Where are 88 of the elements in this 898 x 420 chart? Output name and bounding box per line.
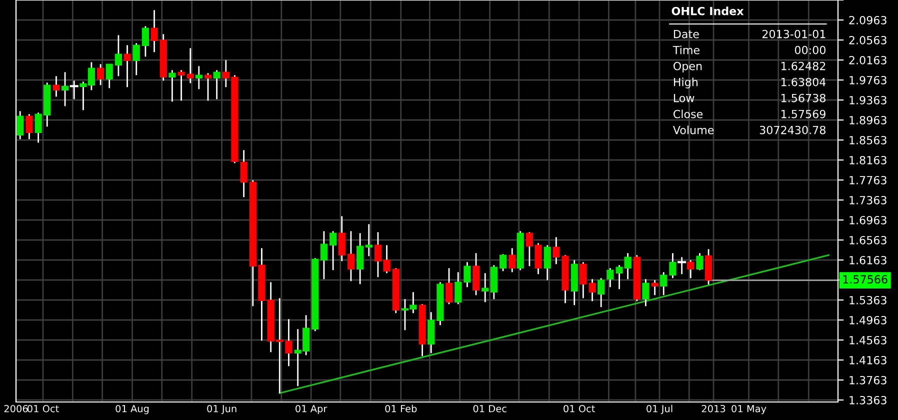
annotation: Open <box>674 62 702 72</box>
x-tick-label: 01 Jul <box>646 404 672 414</box>
candlestick <box>464 261 471 288</box>
candlestick <box>588 278 596 302</box>
x-tick-label: 01 Oct <box>564 404 595 412</box>
x-tick-label: 01 Aug <box>116 404 149 414</box>
candlestick <box>678 256 686 275</box>
candlestick <box>213 69 220 100</box>
candlestick <box>445 267 453 305</box>
candlestick <box>696 252 704 271</box>
candlestick <box>124 44 131 88</box>
candlestick <box>660 271 668 296</box>
y-tick-label: 2.0563 <box>849 36 886 44</box>
candlestick <box>552 236 560 265</box>
annotation: High <box>674 78 698 88</box>
y-tick-label: 1.8163 <box>850 156 886 164</box>
candlestick <box>651 279 658 296</box>
y-tick-label: 1.4163 <box>850 356 886 364</box>
candlestick <box>472 252 480 296</box>
candlestick <box>114 34 122 77</box>
candlestick <box>204 72 212 102</box>
candlestick <box>285 318 292 367</box>
candlestick <box>580 261 587 299</box>
candlestick <box>52 75 60 98</box>
candlestick <box>70 80 78 100</box>
candlestick <box>428 311 435 354</box>
y-tick-label: 1.3763 <box>850 376 886 384</box>
y-tick-label: 1.7363 <box>850 196 886 204</box>
candlestick <box>482 272 489 303</box>
annotation: Volume <box>672 126 714 134</box>
annotation: 1.63804 <box>782 78 826 86</box>
annotation: 1.56738 <box>782 94 826 102</box>
annotation: 3072430.78 <box>760 126 826 134</box>
x-tick-label: 01 Dec <box>473 404 506 412</box>
candlestick <box>240 149 248 198</box>
y-tick-label: 1.6163 <box>850 256 886 264</box>
annotation: Low <box>674 94 694 102</box>
candlestick <box>365 223 372 257</box>
annotation: 1.57569 <box>782 110 826 118</box>
y-tick-label: 1.9363 <box>850 96 886 104</box>
y-tick-label: 1.9763 <box>850 76 886 84</box>
y-tick-label: 2.0163 <box>849 56 886 64</box>
candlestick <box>356 232 364 285</box>
candlestick <box>96 63 104 86</box>
ref-line-label: 1.57566 <box>843 275 888 284</box>
candlestick <box>544 244 551 281</box>
y-tick-label: 1.5363 <box>850 296 886 304</box>
y-tick-label: 1.4563 <box>850 336 886 344</box>
candlestick <box>499 253 507 272</box>
x-tick-label: 2013 <box>702 404 726 412</box>
y-tick-label: 1.3363 <box>850 396 886 404</box>
x-tick-label: 2006 <box>4 404 28 412</box>
annotation: 1.62482 <box>782 62 826 70</box>
candlestick <box>106 63 113 89</box>
y-tick-label: 1.7763 <box>850 176 886 184</box>
candlestick <box>186 47 194 84</box>
annotation: Date <box>674 30 699 38</box>
annotation: 00:00 <box>794 46 826 54</box>
candlestick <box>320 230 328 280</box>
candlestick <box>338 215 346 262</box>
candlestick <box>132 42 140 76</box>
candlestick <box>598 277 605 308</box>
candlestick <box>168 69 176 102</box>
x-tick-label: 01 May <box>732 404 766 414</box>
candlestick <box>195 65 202 90</box>
candlestick <box>508 247 516 273</box>
candlestick <box>178 69 185 102</box>
x-tick-label: 01 Apr <box>296 404 328 414</box>
candlestick <box>454 271 462 305</box>
annotation: Time <box>672 46 700 54</box>
y-tick-label: 1.4963 <box>850 316 886 324</box>
annotation: Close <box>674 110 703 118</box>
candlestick <box>26 113 33 140</box>
candlestick <box>642 278 650 307</box>
y-tick-label: 1.8563 <box>850 136 886 144</box>
candlestick <box>329 230 337 271</box>
annotation: 2013-01-01 <box>762 30 826 38</box>
x-tick-label: 01 Feb <box>385 404 417 412</box>
annotation: OHLC Index <box>672 6 744 16</box>
y-tick-label: 1.6963 <box>850 216 886 224</box>
candlestick <box>150 9 158 53</box>
y-tick-label: 1.6563 <box>850 236 886 244</box>
y-tick-label: 2.0963 <box>849 16 886 24</box>
candlestick <box>142 25 150 58</box>
x-tick-label: 01 Oct <box>28 404 59 412</box>
x-tick-label: 01 Jun <box>207 404 236 414</box>
candlestick <box>347 230 355 282</box>
y-tick-label: 1.8963 <box>850 116 886 124</box>
